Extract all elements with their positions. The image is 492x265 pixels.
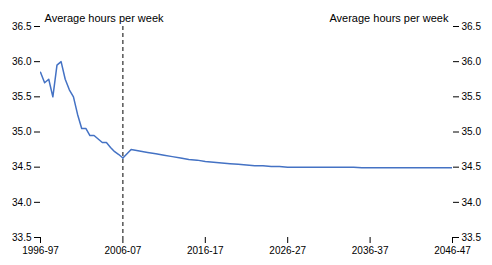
svg-text:34.0: 34.0 [12, 197, 32, 208]
svg-text:35.5: 35.5 [462, 91, 482, 102]
svg-text:35.5: 35.5 [12, 91, 32, 102]
svg-text:33.5: 33.5 [462, 232, 482, 243]
svg-text:36.5: 36.5 [12, 21, 32, 32]
svg-text:2006-07: 2006-07 [105, 245, 142, 256]
svg-text:33.5: 33.5 [12, 232, 32, 243]
svg-text:34.5: 34.5 [462, 161, 482, 172]
svg-text:36.5: 36.5 [462, 21, 482, 32]
svg-text:2026-27: 2026-27 [269, 245, 306, 256]
svg-text:34.5: 34.5 [12, 161, 32, 172]
svg-text:36.0: 36.0 [12, 56, 32, 67]
svg-text:1996-97: 1996-97 [22, 245, 59, 256]
svg-text:35.0: 35.0 [12, 126, 32, 137]
svg-text:35.0: 35.0 [462, 126, 482, 137]
svg-text:Average hours per week: Average hours per week [329, 12, 449, 24]
svg-text:Average hours per week: Average hours per week [45, 12, 165, 24]
svg-text:2046-47: 2046-47 [434, 245, 471, 256]
svg-text:34.0: 34.0 [462, 197, 482, 208]
svg-text:2016-17: 2016-17 [187, 245, 224, 256]
svg-text:2036-37: 2036-37 [352, 245, 389, 256]
svg-text:36.0: 36.0 [462, 56, 482, 67]
